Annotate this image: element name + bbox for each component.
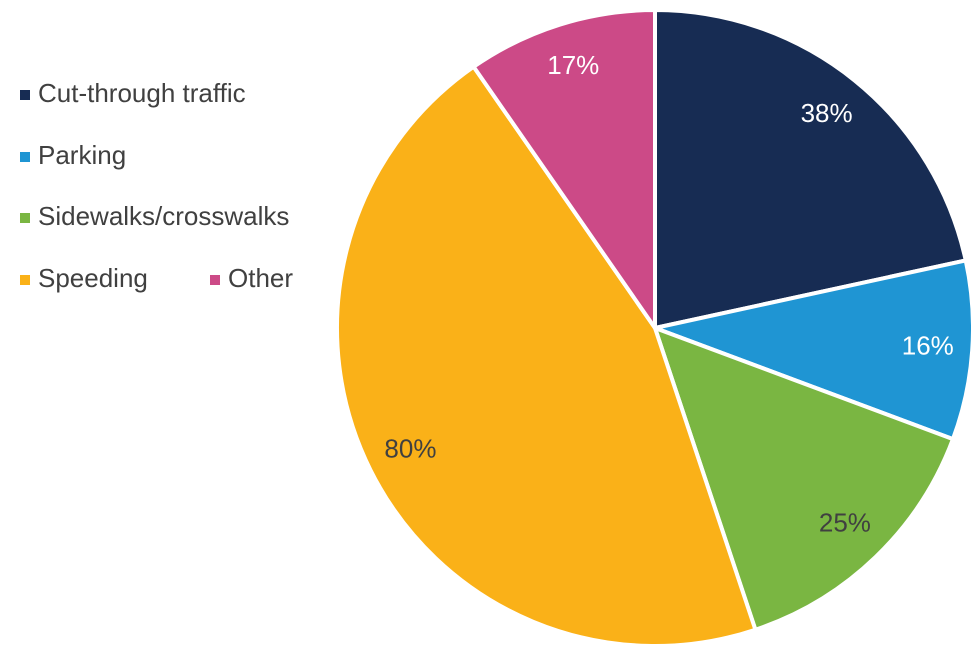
legend-swatch <box>20 213 30 223</box>
legend-label: Speeding <box>38 263 148 293</box>
data-label: 25% <box>819 508 871 538</box>
pie-slice <box>653 326 955 632</box>
data-label: 16% <box>902 330 954 360</box>
legend-label: Cut-through traffic <box>38 78 246 108</box>
pie-slice <box>471 8 657 330</box>
pie-slice <box>335 64 758 649</box>
legend-swatch <box>210 275 220 285</box>
pie-slice <box>653 258 971 442</box>
legend-label: Parking <box>38 140 126 170</box>
legend-swatch <box>20 90 30 100</box>
pie-slice <box>653 8 968 330</box>
data-label: 80% <box>384 433 436 463</box>
legend-swatch <box>20 275 30 285</box>
legend-label: Sidewalks/crosswalks <box>38 201 289 231</box>
legend-swatch <box>20 152 30 162</box>
legend-label: Other <box>228 263 293 293</box>
data-label: 38% <box>801 98 853 128</box>
data-label: 17% <box>547 50 599 80</box>
